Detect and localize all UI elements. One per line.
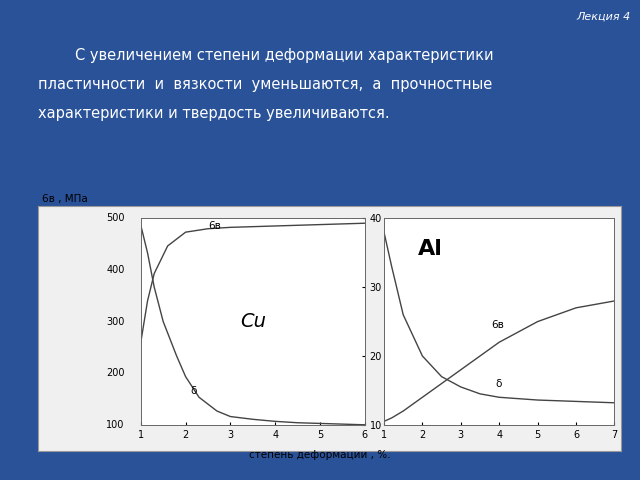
Text: С увеличением степени деформации характеристики: С увеличением степени деформации характе…: [38, 48, 494, 63]
Text: Лекция 4: Лекция 4: [576, 12, 630, 22]
Text: характеристики и твердость увеличиваются.: характеристики и твердость увеличиваются…: [38, 106, 390, 120]
Text: δ: δ: [190, 386, 196, 396]
Text: 400: 400: [106, 265, 125, 275]
Text: 300: 300: [106, 317, 125, 326]
Text: 200: 200: [106, 368, 125, 378]
Text: Cu: Cu: [240, 312, 266, 331]
Text: 6в: 6в: [492, 321, 504, 331]
Text: пластичности  и  вязкости  уменьшаются,  а  прочностные: пластичности и вязкости уменьшаются, а п…: [38, 77, 493, 92]
Text: степень деформации , %.: степень деформации , %.: [249, 450, 391, 460]
Text: 100: 100: [106, 420, 125, 430]
Text: δ: δ: [495, 379, 502, 389]
Text: Al: Al: [418, 239, 442, 259]
Text: 6в , МПа: 6в , МПа: [42, 194, 87, 204]
Text: 500: 500: [106, 214, 125, 223]
Text: 6в: 6в: [208, 221, 221, 231]
